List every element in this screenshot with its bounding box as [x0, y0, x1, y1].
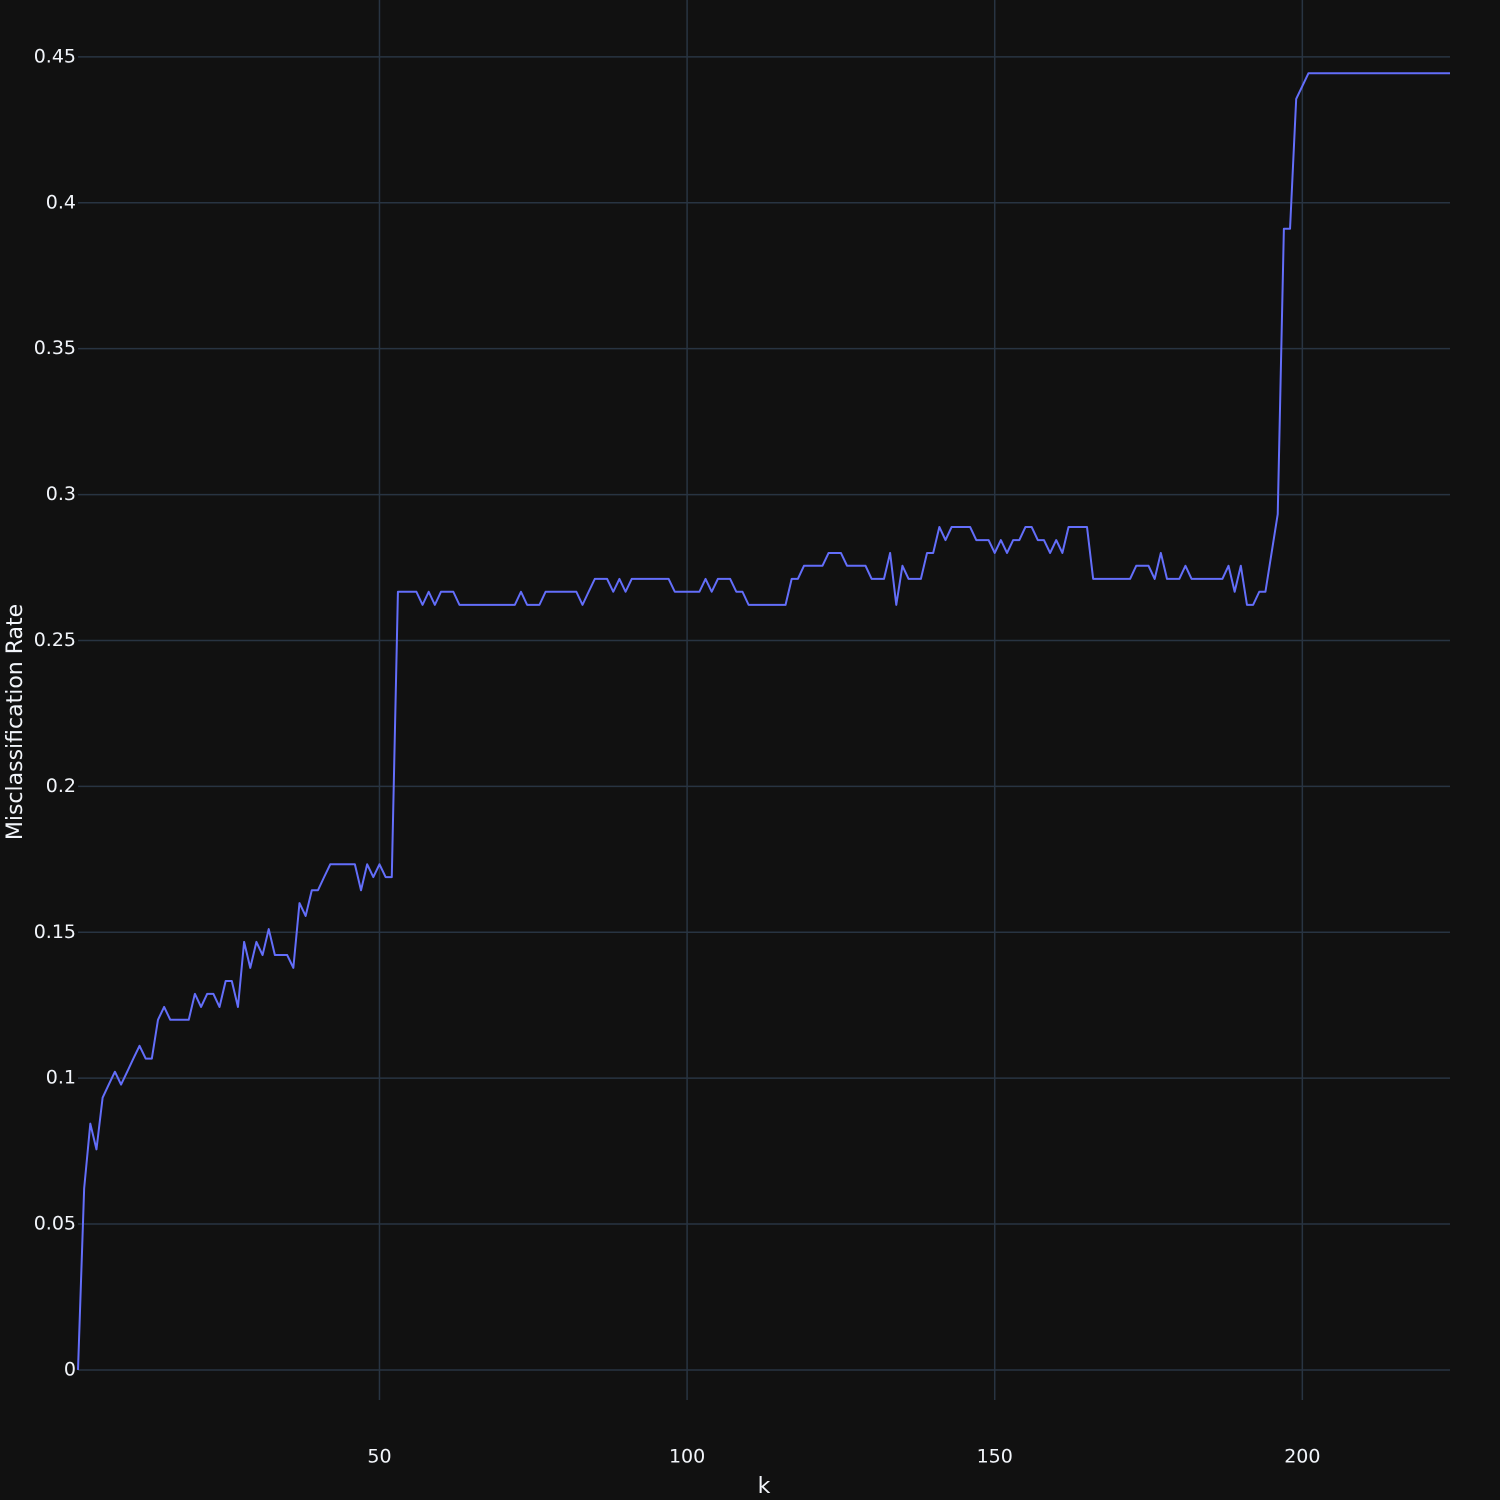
y-tick-label: 0 [64, 1358, 76, 1380]
line-series [77, 72, 1450, 1370]
x-tick-label: 150 [977, 1446, 1013, 1468]
y-tick-label: 0.2 [46, 775, 76, 797]
y-tick-label: 0.1 [46, 1067, 76, 1089]
y-tick-label: 0.15 [34, 921, 76, 943]
y-tick-label: 0.3 [46, 483, 76, 505]
y-tick-label: 0.45 [34, 45, 76, 67]
x-axis-title: k [758, 1474, 771, 1499]
y-tick-label: 0.25 [34, 629, 76, 651]
y-tick-label: 0.05 [34, 1213, 76, 1235]
x-tick-label: 200 [1284, 1446, 1320, 1468]
x-tick-label: 50 [367, 1446, 391, 1468]
x-tick-label: 100 [669, 1446, 705, 1468]
y-tick-label: 0.4 [46, 191, 76, 213]
y-axis-title: Misclassification Rate [3, 604, 28, 840]
y-tick-label: 0.35 [34, 337, 76, 359]
